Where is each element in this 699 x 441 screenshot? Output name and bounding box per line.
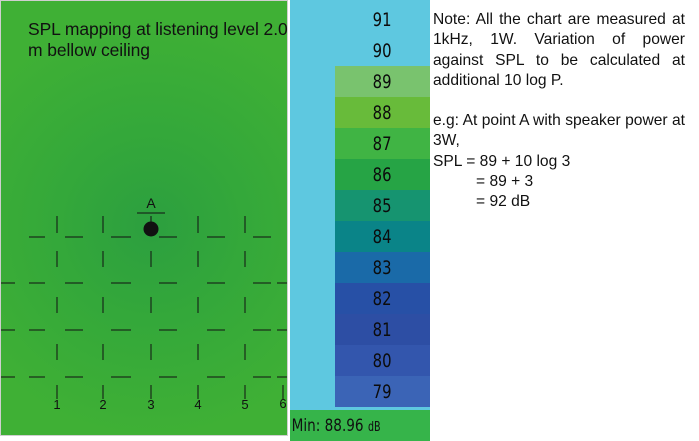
scale-level-88: 88 bbox=[335, 97, 430, 128]
scale-level-81: 81 bbox=[335, 314, 430, 345]
scale-level-86: 86 bbox=[335, 159, 430, 190]
calc-line-3: = 92 dB bbox=[476, 193, 531, 211]
measurement-grid bbox=[1, 216, 287, 399]
axis-label-5: 5 bbox=[241, 397, 248, 412]
map-title: SPL mapping at listening level 2.0 m bel… bbox=[28, 19, 288, 60]
scale-level-87: 87 bbox=[335, 128, 430, 159]
note-example: e.g: At point A with speaker power at 3W… bbox=[433, 112, 685, 150]
axis-label-6: 6 bbox=[279, 396, 286, 411]
scale-level-83: 83 bbox=[335, 252, 430, 283]
min-unit: dB bbox=[367, 419, 381, 435]
spl-map-graphic: A 1 2 3 4 5 6 bbox=[1, 1, 287, 435]
scale-level-91: 91 bbox=[335, 4, 430, 35]
scale-level-79: 79 bbox=[335, 376, 430, 407]
axis-label-4: 4 bbox=[194, 397, 201, 412]
axis-labels: 1 2 3 4 5 6 bbox=[53, 396, 286, 412]
note-gap bbox=[433, 91, 685, 111]
min-value-bar: Min: 88.96 dB bbox=[290, 410, 430, 441]
scale-level-80: 80 bbox=[335, 345, 430, 376]
point-a-dot bbox=[143, 221, 159, 237]
calc-line-1: SPL = 89 + 10 log 3 bbox=[433, 152, 571, 170]
scale-level-90: 90 bbox=[335, 35, 430, 66]
sound-field bbox=[1, 1, 287, 435]
scale-level-89: 89 bbox=[335, 66, 430, 97]
axis-label-1: 1 bbox=[53, 397, 60, 412]
min-label: Min: bbox=[291, 415, 321, 436]
point-a-label: A bbox=[146, 195, 156, 211]
scale-level-82: 82 bbox=[335, 283, 430, 314]
spl-map: A 1 2 3 4 5 6 SPL mapping at listening level … bbox=[0, 0, 288, 436]
note-intro: Note: All the chart are measured at 1kHz… bbox=[433, 11, 685, 89]
note-panel: Note: All the chart are measured at 1kHz… bbox=[433, 10, 685, 213]
axis-label-2: 2 bbox=[99, 397, 106, 412]
min-value: 88.96 bbox=[324, 415, 364, 436]
calc-line-2: = 89 + 3 bbox=[476, 173, 534, 191]
scale-level-84: 84 bbox=[335, 221, 430, 252]
axis-label-3: 3 bbox=[147, 397, 154, 412]
scale-level-85: 85 bbox=[335, 190, 430, 221]
spl-color-scale: 91 90 89 88 87 86 85 84 83 82 81 80 79 Min: 88.96 dB bbox=[290, 0, 430, 441]
